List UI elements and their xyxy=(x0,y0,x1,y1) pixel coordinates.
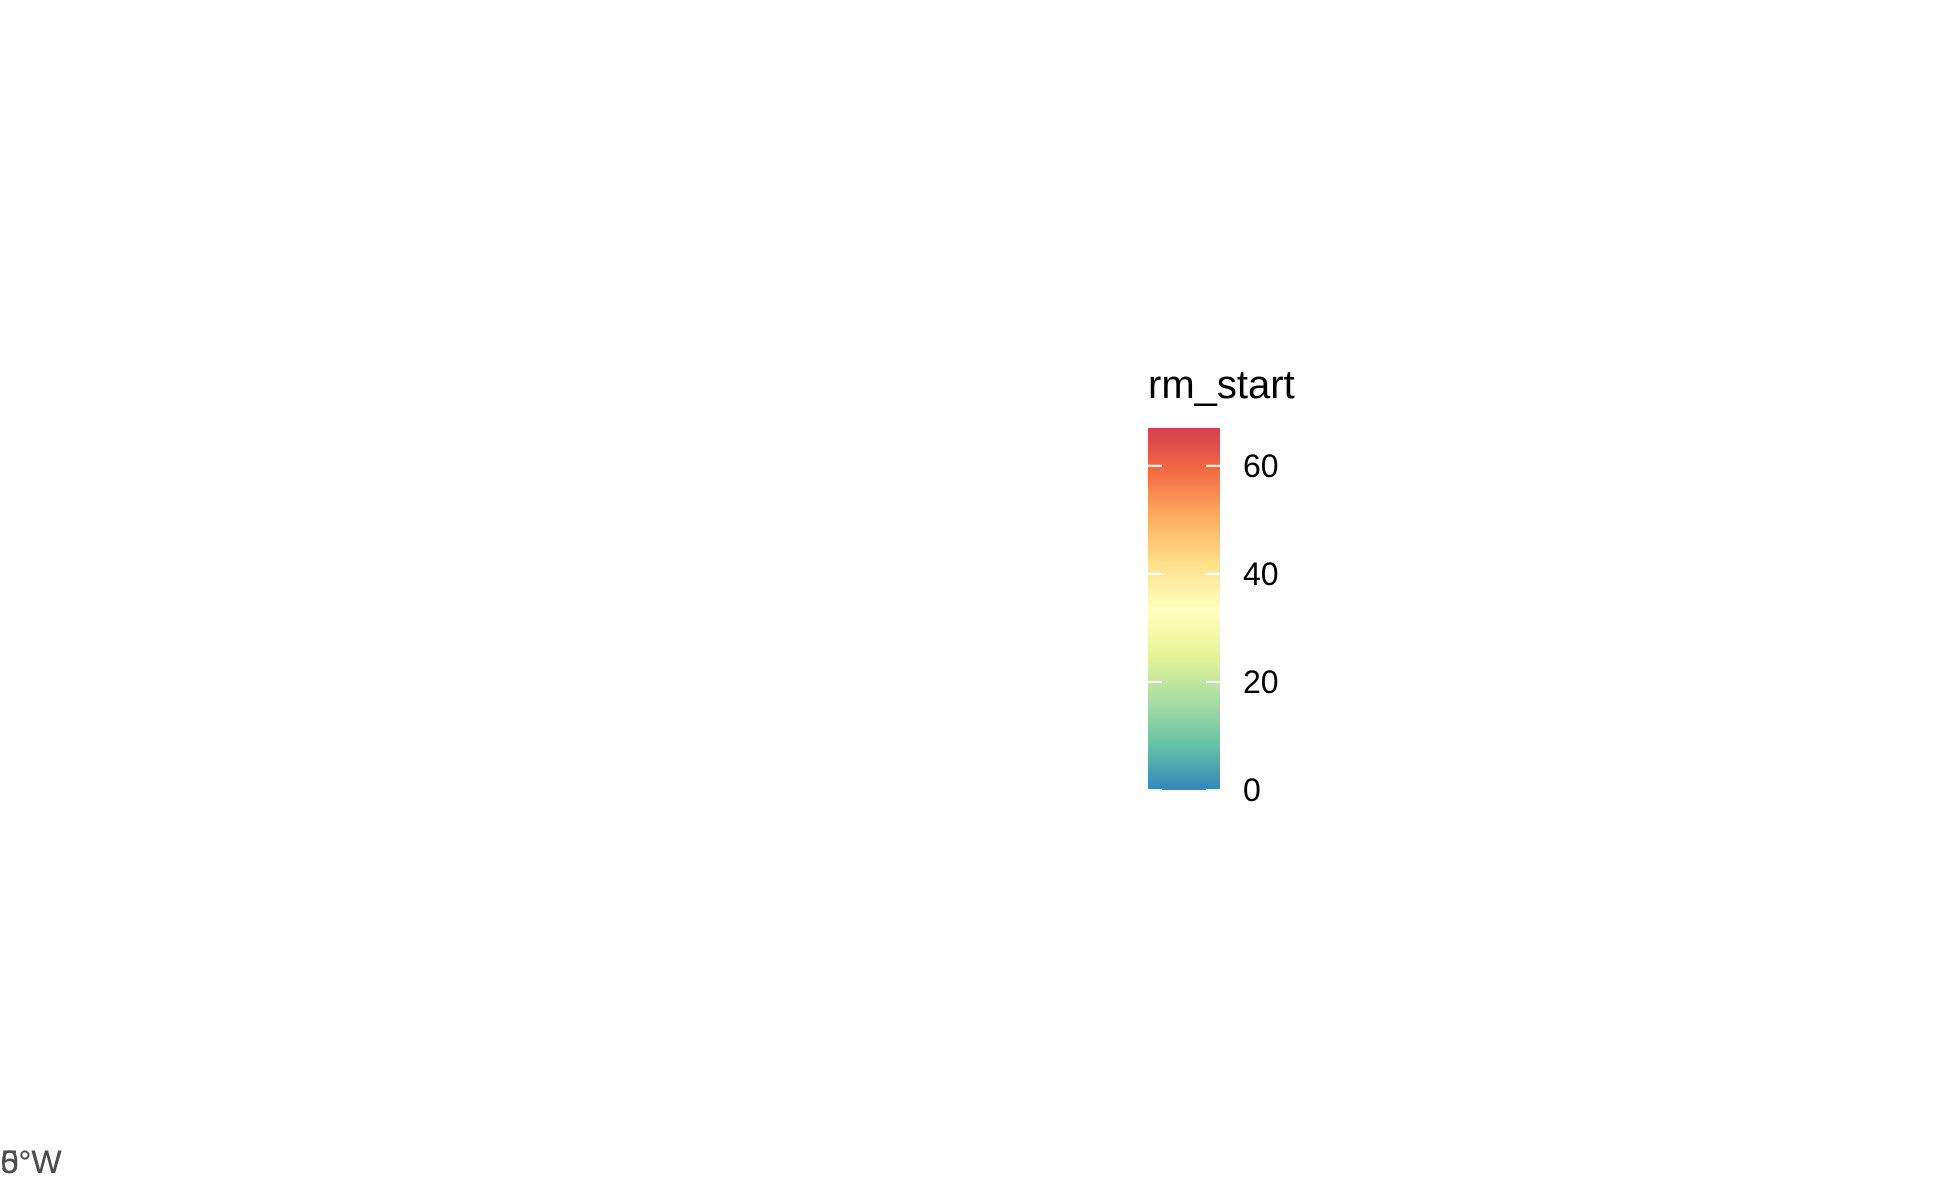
legend-label: 0 xyxy=(1243,772,1261,808)
x-tick-label: 121.0°W xyxy=(0,1144,62,1180)
x-tick-label: 120.5°W xyxy=(0,1144,62,1180)
legend-title: rm_start xyxy=(1148,363,1295,407)
legend-label: 60 xyxy=(1243,448,1279,484)
legend-label: 20 xyxy=(1243,664,1279,700)
legend: rm_start 0 20 40 60 xyxy=(1148,363,1295,808)
x-axis-ticks: 121.5°W121.0°W120.5°W xyxy=(0,1144,62,1180)
x-tick-label: 121.5°W xyxy=(0,1144,62,1180)
legend-label: 40 xyxy=(1243,556,1279,592)
legend-ticks: 0 20 40 60 xyxy=(1148,448,1279,808)
legend-colorbar xyxy=(1148,428,1220,790)
